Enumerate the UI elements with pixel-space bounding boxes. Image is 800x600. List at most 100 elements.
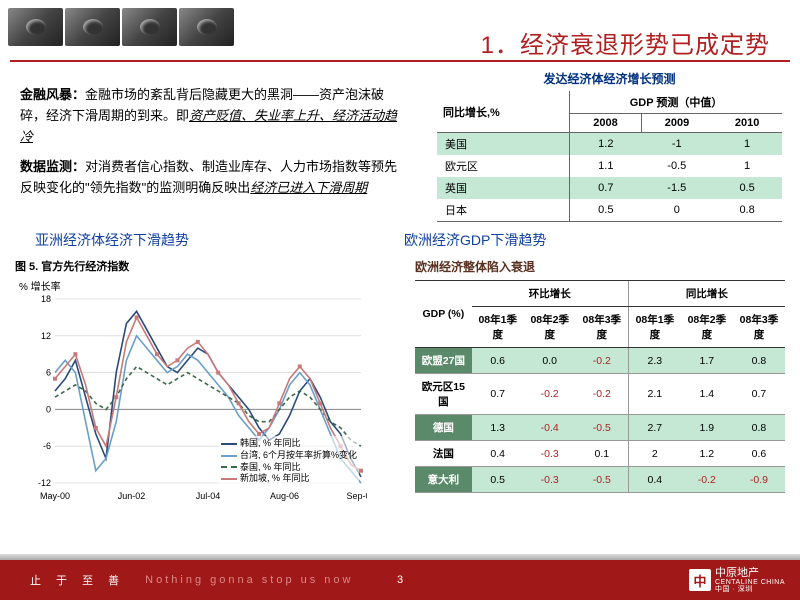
para2-underline: 经济已进入下滑周期 [250, 180, 367, 195]
euro-row-label: 欧盟27国 [415, 348, 472, 374]
section-left-title: 亚洲经济体经济下滑趋势 [35, 230, 189, 250]
euro-cell: 0.4 [628, 467, 680, 493]
forecast-cell: -0.5 [641, 155, 712, 177]
euro-cell: -0.2 [576, 374, 629, 415]
euro-col: 08年1季度 [472, 307, 524, 348]
euro-col: 08年2季度 [524, 307, 576, 348]
slide-title: 1．经济衰退形势已成定势 [481, 25, 770, 60]
legend-item: 泰国, % 年同比 [221, 462, 357, 474]
euro-cell: 1.2 [681, 441, 733, 467]
euro-cell: 0.5 [472, 467, 524, 493]
euro-cell: 2 [628, 441, 680, 467]
euro-cell: -0.9 [733, 467, 785, 493]
chart-legend: 韩国, % 年同比台湾, 6个月按年率折算%变化泰国, % 年同比新加坡, % … [219, 436, 359, 487]
euro-cell: 0.4 [472, 441, 524, 467]
euro-group1: 环比增长 [472, 281, 629, 307]
body-paragraphs: 金融风暴：金融市场的紊乱背后隐藏更大的黑洞——资产泡沫破碎，经济下滑周期的到来。… [20, 85, 410, 209]
forecast-row-label: 英国 [437, 177, 570, 199]
svg-text:May-00: May-00 [40, 491, 70, 501]
stone-image-4 [179, 8, 234, 46]
euro-group2: 同比增长 [628, 281, 785, 307]
forecast-year: 2009 [641, 114, 712, 133]
euro-subtitle: 欧洲经济整体陷入衰退 [415, 258, 785, 275]
euro-cell: 0.8 [733, 415, 785, 441]
forecast-cell: -1.5 [641, 177, 712, 199]
para2-bold: 数据监测： [20, 159, 85, 174]
asia-chart-block: 图 5. 官方先行经济指数 % 增长率 181260-6-12May-00Jun… [15, 258, 375, 505]
forecast-cell: 1.2 [570, 133, 642, 156]
svg-text:-6: -6 [43, 441, 51, 451]
chart-ylabel: % 增长率 [19, 278, 375, 293]
forecast-row-label: 日本 [437, 199, 570, 222]
euro-cell: 2.7 [628, 415, 680, 441]
footer-motto-en: Nothing gonna stop us now [145, 574, 353, 586]
forecast-row-label: 美国 [437, 133, 570, 156]
forecast-cell: 0.8 [712, 199, 782, 222]
forecast-row-label: 欧元区 [437, 155, 570, 177]
stone-image-3 [122, 8, 177, 46]
euro-cell: 1.7 [681, 348, 733, 374]
footer-motto-cn: 止 于 至 善 [30, 572, 125, 588]
euro-cell: 0.7 [472, 374, 524, 415]
gdp-forecast-title: 发达经济体经济增长预测 [437, 70, 782, 87]
forecast-header: GDP 预测（中值） [570, 91, 782, 114]
forecast-corner: 同比增长,% [437, 91, 570, 133]
forecast-cell: 0.7 [570, 177, 642, 199]
svg-text:0: 0 [46, 404, 51, 414]
forecast-year: 2010 [712, 114, 782, 133]
euro-row-label: 法国 [415, 441, 472, 467]
brand-logo: 中 中原地产 CENTALINE CHINA 中国 · 深圳 [689, 568, 785, 593]
forecast-cell: 1.1 [570, 155, 642, 177]
svg-text:18: 18 [41, 295, 51, 304]
euro-col: 08年2季度 [681, 307, 733, 348]
euro-table-block: 欧洲经济整体陷入衰退 GDP (%) 环比增长 同比增长 08年1季度08年2季… [415, 258, 785, 493]
legend-item: 新加坡, % 年同比 [221, 473, 357, 485]
svg-text:Jun-02: Jun-02 [118, 491, 146, 501]
footer: 止 于 至 善 Nothing gonna stop us now 3 中 中原… [0, 560, 800, 600]
euro-cell: -0.4 [524, 415, 576, 441]
euro-cell: 1.9 [681, 415, 733, 441]
euro-cell: 0.6 [472, 348, 524, 374]
euro-cell: 1.3 [472, 415, 524, 441]
legend-item: 台湾, 6个月按年率折算%变化 [221, 450, 357, 462]
forecast-cell: 1 [712, 133, 782, 156]
forecast-cell: 0.5 [570, 199, 642, 222]
header-decorative-images [8, 8, 234, 46]
euro-col: 08年3季度 [576, 307, 629, 348]
euro-cell: 0.8 [733, 348, 785, 374]
euro-gdp-table: GDP (%) 环比增长 同比增长 08年1季度08年2季度08年3季度08年1… [415, 280, 785, 493]
euro-cell: -0.2 [681, 467, 733, 493]
gdp-forecast-table: 同比增长,% GDP 预测（中值） 200820092010 美国1.2-11 欧… [437, 91, 782, 222]
euro-cell: 2.3 [628, 348, 680, 374]
chart-caption: 图 5. 官方先行经济指数 [15, 258, 375, 274]
euro-cell: -0.3 [524, 441, 576, 467]
forecast-cell: 0 [641, 199, 712, 222]
logo-mark: 中 [689, 569, 711, 591]
section-titles: 亚洲经济体经济下滑趋势 欧洲经济GDP下滑趋势 [0, 230, 800, 250]
title-underline [10, 60, 790, 62]
euro-cell: 0.7 [733, 374, 785, 415]
euro-cell: -0.2 [524, 374, 576, 415]
svg-text:Sep-08: Sep-08 [346, 491, 367, 501]
euro-cell: -0.5 [576, 467, 629, 493]
gdp-forecast-table-block: 发达经济体经济增长预测 同比增长,% GDP 预测（中值） 2008200920… [437, 70, 782, 222]
euro-cell: 2.1 [628, 374, 680, 415]
euro-gdp-label: GDP (%) [415, 281, 472, 348]
euro-row-label: 德国 [415, 415, 472, 441]
svg-text:12: 12 [41, 331, 51, 341]
section-right-title: 欧洲经济GDP下滑趋势 [404, 230, 546, 250]
forecast-cell: 1 [712, 155, 782, 177]
euro-cell: 0.0 [524, 348, 576, 374]
forecast-year: 2008 [570, 114, 642, 133]
page-number: 3 [397, 574, 403, 586]
euro-cell: -0.2 [576, 348, 629, 374]
euro-row-label: 意大利 [415, 467, 472, 493]
euro-col: 08年3季度 [733, 307, 785, 348]
forecast-cell: -1 [641, 133, 712, 156]
euro-row-label: 欧元区15国 [415, 374, 472, 415]
brand-en: CENTALINE CHINA [715, 579, 785, 586]
euro-cell: 0.1 [576, 441, 629, 467]
svg-text:-12: -12 [38, 478, 51, 488]
brand-cn: 中原地产 [715, 567, 759, 579]
euro-col: 08年1季度 [628, 307, 680, 348]
